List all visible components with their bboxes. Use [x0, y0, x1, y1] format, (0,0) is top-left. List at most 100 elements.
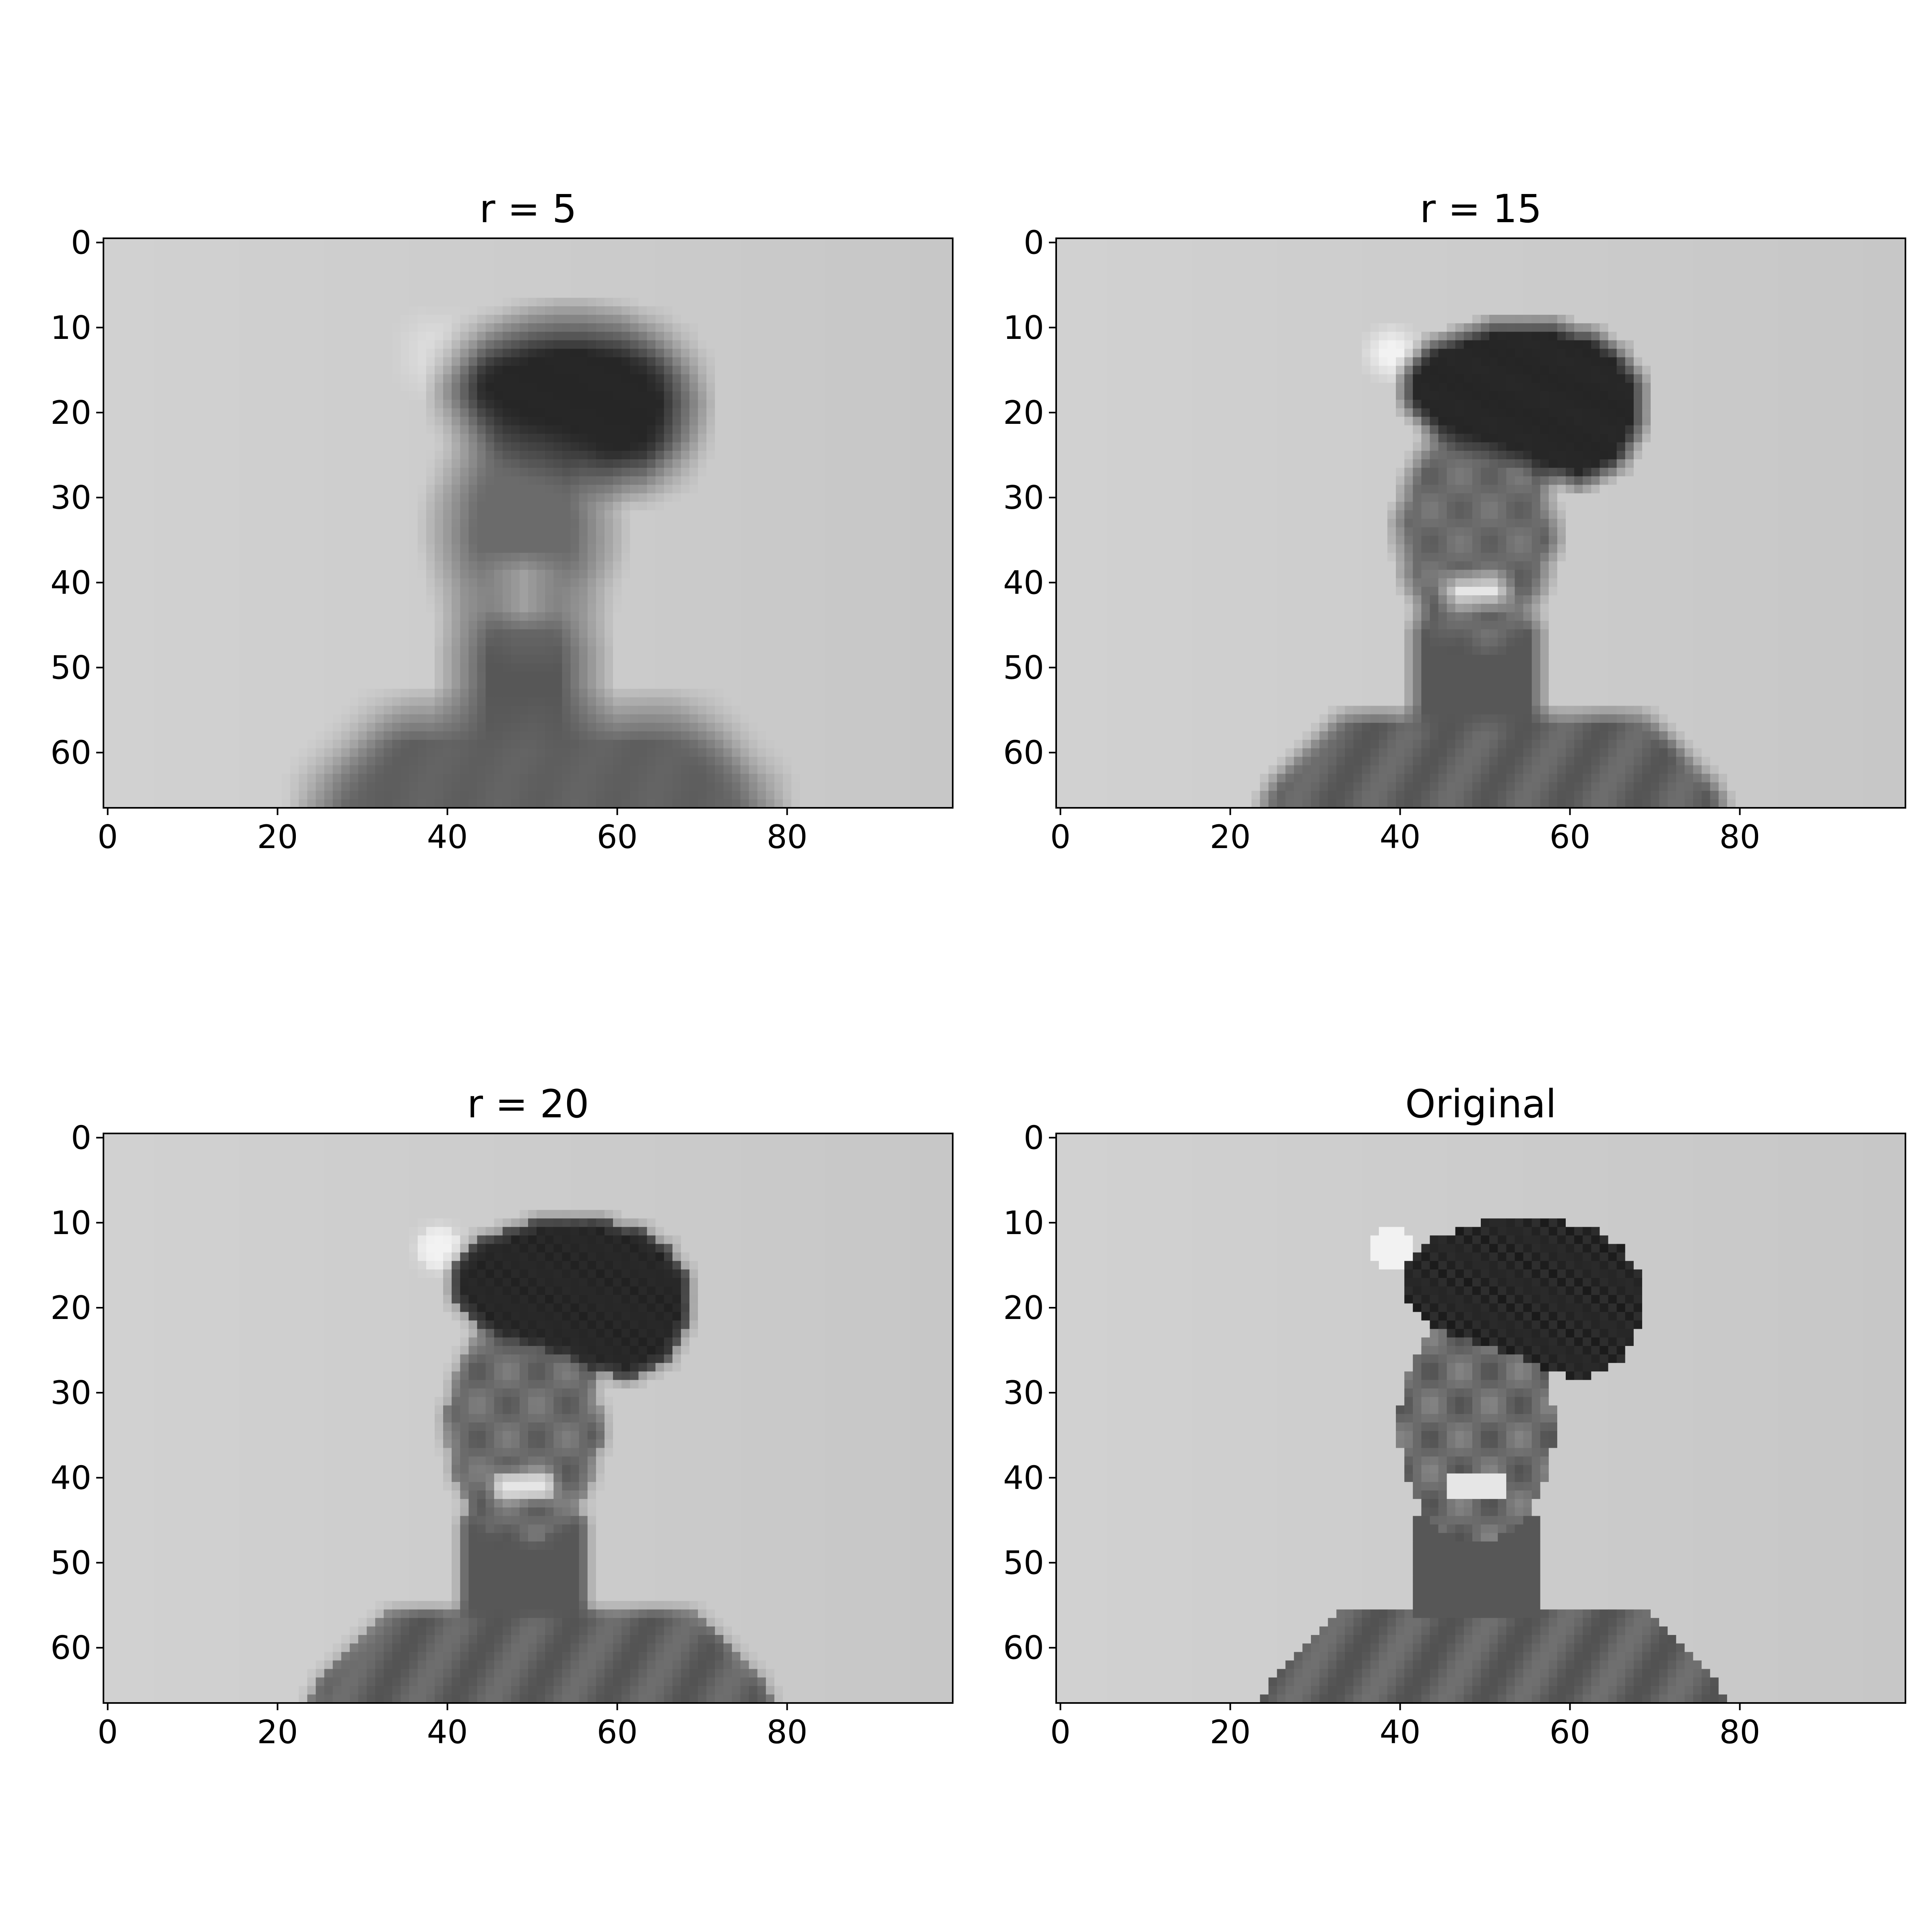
pixel-cell [902, 298, 910, 307]
pixel-cell [944, 400, 953, 409]
pixel-cell [893, 306, 902, 315]
pixel-cell [112, 434, 121, 443]
pixel-cell [919, 374, 928, 383]
pixel-cell [494, 281, 503, 290]
pixel-cell [859, 289, 868, 298]
pixel-cell [698, 349, 707, 358]
pixel-cell [808, 451, 817, 460]
pixel-cell [664, 255, 673, 264]
pixel-cell [205, 425, 214, 434]
pixel-cell [163, 315, 172, 324]
pixel-cell [647, 374, 656, 383]
pixel-cell [282, 459, 291, 468]
pixel-cell [426, 306, 435, 315]
pixel-cell [613, 247, 622, 256]
pixel-cell [282, 493, 291, 502]
pixel-cell [741, 391, 749, 400]
pixel-cell [231, 315, 240, 324]
pixel-cell [749, 366, 758, 375]
pixel-cell [885, 417, 894, 426]
pixel-cell [605, 425, 613, 434]
pixel-cell [324, 493, 333, 502]
pixel-cell [426, 493, 435, 502]
pixel-cell [494, 238, 503, 247]
pixel-cell [698, 434, 707, 443]
pixel-cell [656, 442, 665, 451]
pixel-cell [171, 485, 180, 493]
pixel-cell [367, 485, 376, 493]
pixel-cell [256, 468, 265, 477]
pixel-cell [324, 485, 333, 493]
pixel-cell [205, 281, 214, 290]
pixel-cell [927, 332, 936, 341]
pixel-cell [689, 400, 698, 409]
pixel-cell [791, 519, 800, 528]
pixel-cell [826, 264, 834, 272]
pixel-cell [588, 289, 597, 298]
pixel-cell [732, 383, 741, 392]
pixel-cell [520, 264, 528, 272]
pixel-cell [239, 349, 248, 358]
pixel-cell [876, 366, 885, 375]
pixel-cell [409, 289, 418, 298]
pixel-cell [222, 255, 231, 264]
pixel-cell [758, 357, 766, 366]
pixel-cell [426, 468, 435, 477]
pixel-cell [222, 408, 231, 417]
pixel-cell [791, 374, 800, 383]
pixel-cell [511, 247, 520, 256]
pixel-cell [214, 238, 223, 247]
pixel-cell [273, 349, 282, 358]
pixel-cell [579, 510, 588, 519]
pixel-cell [834, 408, 843, 417]
pixel-cell [214, 289, 223, 298]
pixel-cell [579, 272, 588, 281]
pixel-cell [282, 408, 291, 417]
pixel-cell [944, 391, 953, 400]
pixel-cell [842, 289, 851, 298]
pixel-cell [571, 247, 580, 256]
pixel-cell [826, 238, 834, 247]
pixel-cell [758, 323, 766, 332]
pixel-cell [401, 442, 410, 451]
pixel-cell [163, 383, 172, 392]
pixel-cell [401, 459, 410, 468]
pixel-cell [944, 374, 953, 383]
pixel-cell [842, 255, 851, 264]
pixel-cell [791, 255, 800, 264]
pixel-cell [273, 366, 282, 375]
pixel-cell [375, 383, 384, 392]
pixel-cell [571, 459, 580, 468]
pixel-cell [333, 323, 342, 332]
pixel-cell [706, 323, 715, 332]
pixel-cell [197, 289, 206, 298]
pixel-cell [324, 238, 333, 247]
pixel-cell [384, 400, 392, 409]
pixel-cell [766, 442, 775, 451]
pixel-cell [732, 476, 741, 485]
pixel-cell [621, 442, 630, 451]
pixel-cell [299, 391, 308, 400]
pixel-cell [919, 238, 928, 247]
pixel-cell [596, 408, 605, 417]
pixel-cell [443, 374, 452, 383]
pixel-cell [826, 289, 834, 298]
pixel-cell [791, 332, 800, 341]
pixel-cell [927, 323, 936, 332]
pixel-cell [537, 417, 545, 426]
pixel-cell [520, 451, 528, 460]
pixel-cell [741, 332, 749, 341]
pixel-cell [384, 434, 392, 443]
pixel-cell [392, 493, 401, 502]
pixel-cell [358, 255, 367, 264]
pixel-cell [443, 357, 452, 366]
pixel-cell [112, 510, 121, 519]
pixel-cell [469, 434, 477, 443]
pixel-cell [469, 417, 477, 426]
pixel-cell [638, 408, 647, 417]
pixel-cell [112, 298, 121, 307]
pixel-cell [842, 374, 851, 383]
pixel-cell [350, 281, 359, 290]
pixel-cell [367, 468, 376, 477]
pixel-cell [469, 264, 477, 272]
